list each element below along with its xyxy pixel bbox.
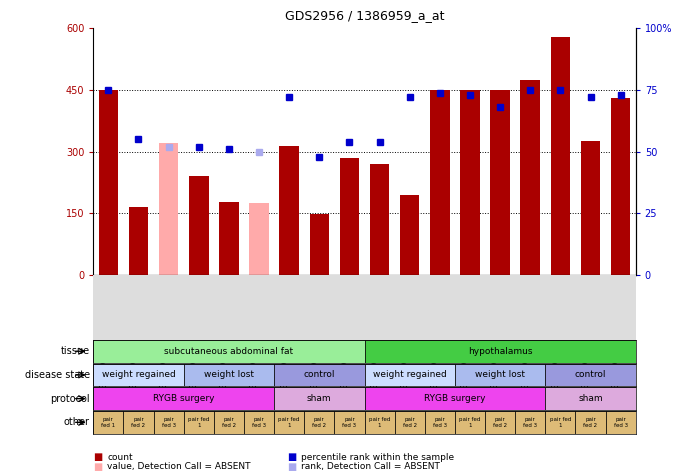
Bar (611, 98, 630, 275)
Bar (455, 411, 485, 434)
Bar (365, 340, 636, 363)
Text: weight regained: weight regained (102, 371, 176, 379)
Bar (520, 80, 540, 275)
Bar (274, 387, 365, 410)
Text: subcutaneous abdominal fat: subcutaneous abdominal fat (164, 347, 294, 356)
Bar (93, 387, 274, 410)
Bar (400, 195, 419, 275)
Bar (334, 411, 365, 434)
Bar (515, 411, 545, 434)
Text: ■: ■ (287, 462, 296, 472)
Bar (365, 411, 395, 434)
Text: rank, Detection Call = ABSENT: rank, Detection Call = ABSENT (301, 463, 439, 471)
Bar (605, 411, 636, 434)
Text: pair fed
1: pair fed 1 (278, 417, 300, 428)
Bar (159, 144, 178, 275)
Text: pair
fed 2: pair fed 2 (312, 417, 326, 428)
Text: pair
fed 2: pair fed 2 (493, 417, 507, 428)
Text: pair
fed 2: pair fed 2 (583, 417, 598, 428)
Text: pair fed
1: pair fed 1 (188, 417, 209, 428)
Text: count: count (107, 453, 133, 462)
Bar (214, 411, 244, 434)
Text: RYGB surgery: RYGB surgery (424, 394, 486, 403)
Bar (340, 158, 359, 275)
Text: pair
fed 2: pair fed 2 (222, 417, 236, 428)
Bar (545, 411, 576, 434)
Text: pair
fed 3: pair fed 3 (523, 417, 538, 428)
Bar (274, 364, 365, 386)
Bar (184, 411, 214, 434)
Bar (395, 411, 425, 434)
Bar (545, 364, 636, 386)
Bar (184, 364, 274, 386)
Bar (274, 411, 304, 434)
Text: weight regained: weight regained (373, 371, 446, 379)
Text: ■: ■ (93, 452, 102, 463)
Bar (99, 90, 118, 275)
Bar (249, 203, 269, 275)
Text: pair
fed 3: pair fed 3 (342, 417, 357, 428)
Text: hypothalamus: hypothalamus (468, 347, 532, 356)
Bar (580, 141, 600, 275)
Bar (365, 387, 545, 410)
Bar (430, 90, 450, 275)
Bar (576, 411, 605, 434)
Bar (189, 176, 209, 275)
Bar (370, 164, 389, 275)
Bar (545, 387, 636, 410)
Text: value, Detection Call = ABSENT: value, Detection Call = ABSENT (107, 463, 251, 471)
Text: ■: ■ (287, 452, 296, 463)
Text: pair fed
1: pair fed 1 (460, 417, 481, 428)
Text: RYGB surgery: RYGB surgery (153, 394, 214, 403)
Bar (244, 411, 274, 434)
Text: pair
fed 2: pair fed 2 (403, 417, 417, 428)
Text: pair
fed 3: pair fed 3 (162, 417, 176, 428)
Text: protocol: protocol (50, 393, 90, 404)
Text: weight lost: weight lost (204, 371, 254, 379)
Text: disease state: disease state (25, 370, 90, 380)
Bar (124, 411, 153, 434)
Text: pair
fed 3: pair fed 3 (252, 417, 266, 428)
Text: ■: ■ (93, 462, 102, 472)
Text: percentile rank within the sample: percentile rank within the sample (301, 453, 454, 462)
Bar (279, 146, 299, 275)
Text: tissue: tissue (61, 346, 90, 356)
Bar (551, 36, 570, 275)
Bar (93, 411, 124, 434)
Text: pair
fed 2: pair fed 2 (131, 417, 146, 428)
Bar (304, 411, 334, 434)
Text: sham: sham (578, 394, 603, 403)
Text: weight lost: weight lost (475, 371, 525, 379)
Text: pair fed
1: pair fed 1 (550, 417, 571, 428)
Text: pair
fed 3: pair fed 3 (433, 417, 447, 428)
Text: control: control (575, 371, 606, 379)
Text: other: other (64, 417, 90, 428)
Text: pair
fed 3: pair fed 3 (614, 417, 627, 428)
Text: GDS2956 / 1386959_a_at: GDS2956 / 1386959_a_at (285, 9, 444, 22)
Bar (93, 340, 365, 363)
Bar (455, 364, 545, 386)
Bar (129, 207, 149, 275)
Bar (365, 364, 455, 386)
Bar (310, 214, 329, 275)
Bar (219, 202, 238, 275)
Bar (425, 411, 455, 434)
Text: sham: sham (307, 394, 332, 403)
Text: pair fed
1: pair fed 1 (369, 417, 390, 428)
Text: control: control (303, 371, 335, 379)
Bar (491, 90, 510, 275)
Bar (153, 411, 184, 434)
Text: pair
fed 1: pair fed 1 (102, 417, 115, 428)
Bar (93, 364, 184, 386)
Bar (460, 90, 480, 275)
Bar (485, 411, 515, 434)
